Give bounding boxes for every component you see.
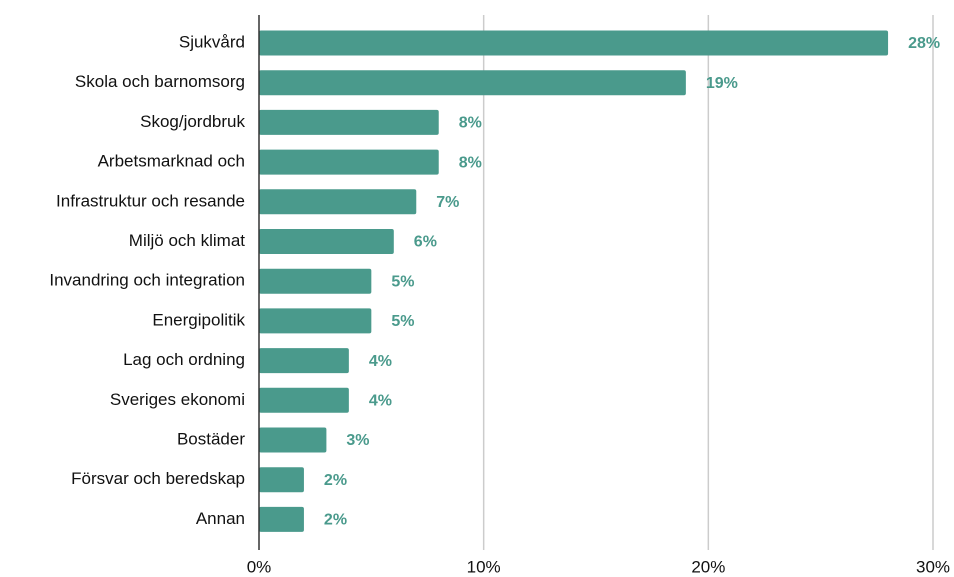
value-label: 8%: [459, 115, 482, 132]
bar: [259, 268, 372, 294]
value-label: 7%: [436, 194, 459, 211]
y-tick-label: Bostäder: [177, 429, 245, 448]
bar: [259, 149, 439, 175]
y-tick-label: Lag och ordning: [123, 350, 245, 369]
y-tick-label: Skog/jordbruk: [140, 112, 245, 131]
y-tick-label: Arbetsmarknad och: [98, 152, 245, 171]
value-label: 2%: [324, 512, 347, 529]
value-label: 4%: [369, 353, 392, 370]
value-label: 4%: [369, 393, 392, 410]
x-tick-label: 10%: [467, 557, 501, 576]
bar: [259, 467, 304, 493]
value-label: 8%: [459, 154, 482, 171]
bar: [259, 348, 349, 374]
bar: [259, 427, 327, 453]
bar: [259, 308, 372, 334]
value-label: 6%: [414, 234, 437, 251]
value-label: 19%: [706, 75, 738, 92]
value-label: 2%: [324, 472, 347, 489]
y-tick-label: Skola och barnomsorg: [75, 72, 245, 91]
x-tick-label: 30%: [916, 557, 950, 576]
x-tick-label: 0%: [247, 557, 272, 576]
bar: [259, 506, 304, 532]
value-label: 28%: [908, 35, 940, 52]
bar: [259, 70, 686, 96]
bar: [259, 109, 439, 135]
value-label: 3%: [346, 432, 369, 449]
y-tick-label: Infrastruktur och resande: [56, 191, 245, 210]
bar: [259, 30, 889, 56]
bar: [259, 229, 394, 254]
y-tick-label: Sveriges ekonomi: [110, 390, 245, 409]
value-label: 5%: [391, 273, 414, 290]
y-tick-label: Sjukvård: [179, 32, 245, 51]
y-tick-label: Försvar och beredskap: [71, 469, 245, 488]
y-tick-label: Miljö och klimat: [129, 231, 245, 250]
value-label: 5%: [391, 313, 414, 330]
y-tick-label: Annan: [196, 509, 245, 528]
bar: [259, 387, 349, 413]
y-tick-label: Energipolitik: [152, 310, 245, 329]
bar: [259, 189, 417, 215]
x-tick-label: 20%: [691, 557, 725, 576]
y-tick-label: Invandring och integration: [49, 271, 245, 290]
